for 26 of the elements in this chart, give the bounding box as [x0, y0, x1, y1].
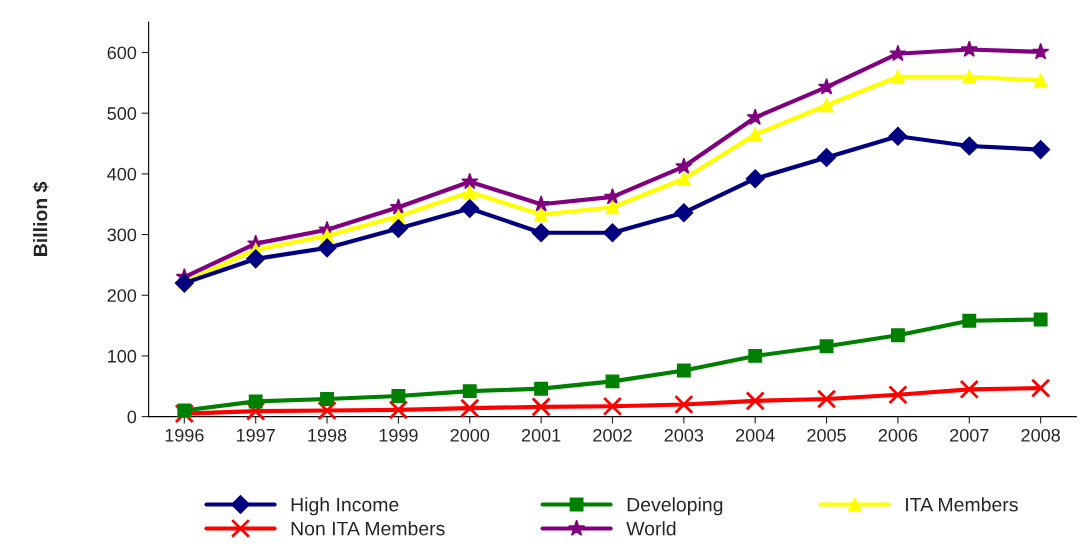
x-tick-label: 2002 — [593, 428, 632, 442]
legend-label: Developing — [627, 497, 723, 516]
x-tick-label: 1996 — [165, 428, 204, 442]
legend-label: High Income — [291, 497, 399, 516]
x-tick-label: 1998 — [308, 428, 347, 442]
x-tick-label: 2004 — [736, 428, 775, 442]
x-tick-label: 2007 — [950, 428, 989, 442]
x-tick-label: 2008 — [1021, 428, 1060, 442]
y-tick-label: 300 — [107, 228, 137, 242]
y-tick-label: 0 — [127, 410, 137, 424]
x-tick-label: 2001 — [521, 428, 561, 442]
x-tick-label: 2006 — [878, 428, 918, 442]
x-tick-label: 2005 — [807, 428, 846, 442]
legend-label: ITA Members — [906, 497, 1018, 512]
y-axis-title: Billion $ — [32, 181, 49, 256]
x-tick-label: 2003 — [664, 428, 704, 442]
legend-label: World — [626, 521, 676, 536]
x-tick-label: 1999 — [379, 428, 418, 442]
x-tick-label: 1997 — [236, 428, 275, 442]
y-tick-label: 500 — [107, 107, 137, 120]
y-tick-label: 200 — [107, 289, 137, 302]
legend-label: Non ITA Members — [291, 521, 445, 536]
x-tick-label: 2000 — [450, 428, 490, 442]
y-tick-label: 100 — [108, 349, 137, 363]
y-tick-label: 400 — [107, 167, 137, 181]
y-tick-label: 600 — [107, 46, 137, 60]
